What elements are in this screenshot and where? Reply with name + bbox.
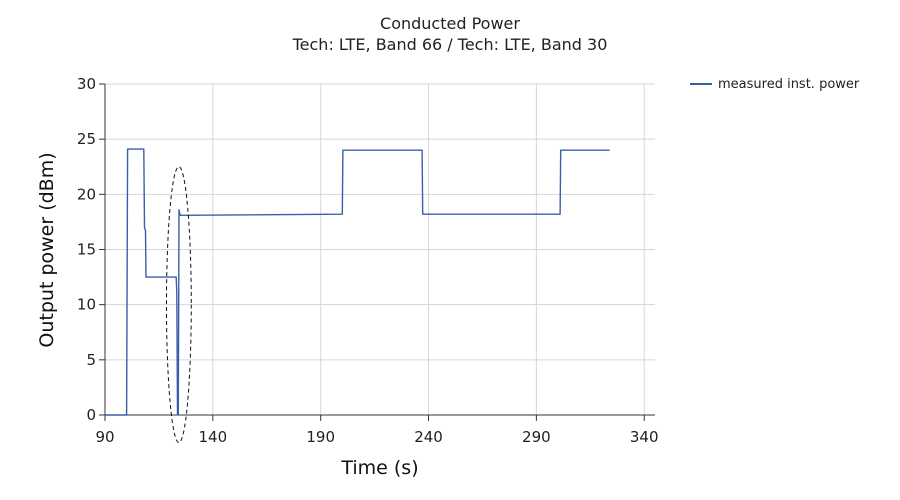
tick-labels: 0 5 10 15 20 25 30 90 140 190 240 290 340 [77, 75, 659, 446]
highlight-ellipse [165, 166, 192, 444]
x-tick-label: 240 [414, 428, 443, 446]
y-tick-label: 30 [77, 75, 96, 93]
legend-label: measured inst. power [718, 77, 860, 92]
y-tick-label: 5 [86, 351, 96, 369]
x-tick-label: 290 [522, 428, 551, 446]
legend: measured inst. power [690, 77, 860, 92]
y-tick-label: 20 [77, 185, 96, 203]
y-tick-label: 0 [86, 406, 96, 424]
x-tick-label: 340 [630, 428, 659, 446]
axes [99, 83, 655, 421]
y-tick-label: 15 [77, 241, 96, 259]
y-axis-title: Output power (dBm) [36, 152, 58, 347]
grid-lines [105, 83, 655, 416]
chart-subtitle: Tech: LTE, Band 66 / Tech: LTE, Band 30 [292, 35, 608, 54]
series-line [105, 148, 610, 416]
y-tick-label: 25 [77, 130, 96, 148]
y-tick-label: 10 [77, 296, 96, 314]
x-tick-label: 190 [306, 428, 335, 446]
x-tick-label: 90 [95, 428, 114, 446]
chart-title: Conducted Power [380, 14, 520, 33]
series-layer [105, 148, 610, 416]
x-axis-title: Time (s) [340, 457, 418, 479]
x-tick-label: 140 [199, 428, 228, 446]
annotation-layer [165, 166, 192, 444]
